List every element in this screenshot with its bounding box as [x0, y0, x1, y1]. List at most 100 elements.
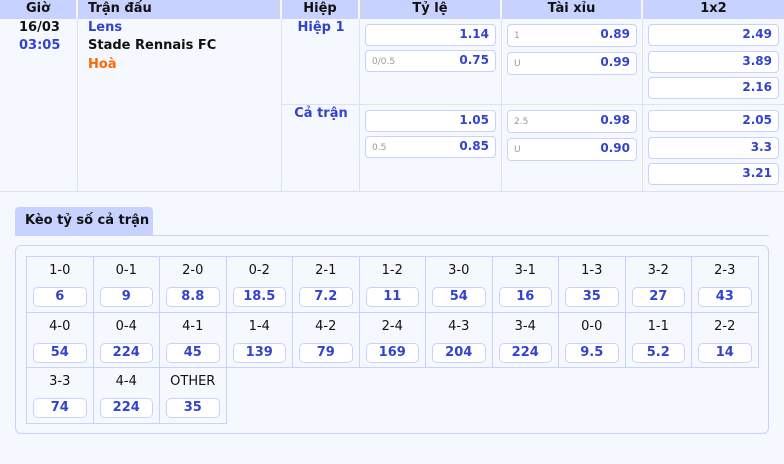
table-header: Giờ Trận đấu Hiệp Tỷ lệ Tài xỉu 1x2 — [0, 0, 784, 19]
score-label: 2-2 — [714, 318, 736, 334]
score-label: 4-3 — [448, 318, 470, 334]
score-cell: 3-1 16 — [492, 257, 559, 313]
over-under-odds-button[interactable]: 1 0.89 — [507, 24, 637, 47]
score-cell: 1-2 11 — [359, 257, 426, 313]
away-team[interactable]: Stade Rennais FC — [88, 38, 217, 53]
match-row: 16/03 03:05 Lens Stade Rennais FC Hoà Hi… — [0, 19, 784, 192]
score-odds-button[interactable]: 54 — [432, 287, 486, 307]
score-cell: 1-1 5.2 — [625, 312, 692, 368]
handicap-odds: 1.14 — [459, 27, 489, 41]
score-label: 3-2 — [647, 263, 669, 278]
period-label: Cả trận — [294, 106, 348, 121]
score-cell: 0-4 224 — [93, 312, 160, 368]
over-under-line: U — [514, 59, 521, 69]
score-cell: 2-1 7.2 — [293, 257, 360, 313]
score-label: 2-3 — [714, 263, 736, 278]
score-odds-button[interactable]: 6 — [33, 287, 87, 307]
handicap-odds-button[interactable]: 1.14 — [365, 24, 496, 46]
correct-score-grid: 1-0 6 0-1 9 2-0 8.8 0-2 18.5 2-1 7.2 1-2 11 3-0 54 3-1… — [26, 256, 759, 424]
score-cell: 3-3 74 — [27, 368, 94, 424]
score-odds-button[interactable]: 9.5 — [565, 342, 619, 363]
over-under-odds-button[interactable]: U 0.90 — [507, 138, 637, 161]
score-cell: 2-2 14 — [692, 312, 759, 368]
score-odds-button[interactable]: 224 — [99, 398, 153, 418]
score-odds-button[interactable]: 79 — [299, 342, 353, 363]
handicap-odds-button[interactable]: 0.5 0.85 — [365, 136, 496, 158]
score-cell: 4-0 54 — [27, 312, 94, 368]
score-cell: 4-4 224 — [93, 368, 160, 424]
handicap-odds: 0.85 — [459, 139, 489, 153]
match-date: 16/03 — [19, 20, 60, 35]
score-label: 0-2 — [248, 263, 270, 278]
score-label: 2-1 — [315, 263, 337, 278]
score-label: 0-0 — [581, 318, 603, 334]
score-odds-button[interactable]: 204 — [432, 342, 486, 363]
score-odds-button[interactable]: 35 — [565, 287, 619, 307]
handicap-odds: 1.05 — [459, 113, 489, 127]
score-odds-button[interactable]: 139 — [232, 342, 286, 363]
score-cell: 0-1 9 — [93, 257, 160, 313]
score-cell: OTHER 35 — [160, 368, 227, 424]
over-under-odds: 0.90 — [600, 141, 630, 155]
score-label: 2-0 — [182, 263, 204, 278]
score-label: 1-1 — [647, 318, 669, 334]
header-handicap: Tỷ lệ — [360, 0, 502, 19]
score-cell: 0-0 9.5 — [559, 312, 626, 368]
score-odds-button[interactable]: 35 — [166, 398, 220, 418]
score-cell: 1-0 6 — [27, 257, 94, 313]
score-odds-button[interactable]: 43 — [698, 287, 752, 307]
home-team[interactable]: Lens — [88, 20, 123, 35]
score-odds-button[interactable]: 74 — [33, 398, 87, 418]
tab-correct-score[interactable]: Kèo tỷ số cả trận — [15, 207, 153, 236]
score-odds-button[interactable]: 9 — [99, 287, 153, 307]
score-cell: 4-3 204 — [426, 312, 493, 368]
score-label: 1-3 — [581, 263, 603, 278]
score-odds-button[interactable]: 16 — [498, 287, 552, 307]
score-label: 1-2 — [381, 263, 403, 278]
score-label: 3-1 — [514, 263, 536, 278]
score-label: 4-4 — [115, 374, 137, 389]
score-odds-button[interactable]: 14 — [698, 342, 752, 363]
score-cell: 2-4 169 — [359, 312, 426, 368]
header-time: Giờ — [0, 0, 78, 19]
handicap-odds-button[interactable]: 1.05 — [365, 110, 496, 132]
score-odds-button[interactable]: 169 — [365, 342, 419, 363]
score-odds-button[interactable]: 8.8 — [166, 287, 220, 307]
handicap-line: 0/0.5 — [372, 57, 396, 67]
header-match: Trận đấu — [78, 0, 282, 19]
score-odds-button[interactable]: 45 — [166, 342, 220, 363]
score-cell: 3-4 224 — [492, 312, 559, 368]
header-over-under: Tài xỉu — [502, 0, 643, 19]
score-label: 1-0 — [49, 263, 71, 278]
score-odds-button[interactable]: 18.5 — [232, 287, 286, 307]
over-under-odds-button[interactable]: U 0.99 — [507, 52, 637, 75]
1x2-odds-button[interactable]: 2.16 — [648, 77, 779, 99]
score-cell: 0-2 18.5 — [226, 257, 293, 313]
over-under-odds-button[interactable]: 2.5 0.98 — [507, 110, 637, 133]
over-under-odds: 0.99 — [600, 55, 630, 69]
1x2-odds-button[interactable]: 3.89 — [648, 50, 779, 73]
score-cell: 3-0 54 — [426, 257, 493, 313]
score-odds-button[interactable]: 224 — [498, 342, 552, 363]
1x2-odds-button[interactable]: 2.05 — [648, 110, 779, 132]
score-odds-button[interactable]: 27 — [631, 287, 685, 307]
score-label: 3-4 — [514, 318, 536, 334]
handicap-odds-button[interactable]: 0/0.5 0.75 — [365, 50, 496, 72]
score-odds-button[interactable]: 5.2 — [631, 342, 685, 363]
score-label: 0-1 — [115, 263, 137, 278]
score-cell: 2-3 43 — [692, 257, 759, 313]
1x2-odds-button[interactable]: 3.21 — [648, 163, 779, 185]
1x2-odds-button[interactable]: 2.49 — [648, 24, 779, 46]
over-under-odds: 0.89 — [600, 27, 630, 41]
score-odds-button[interactable]: 54 — [33, 342, 87, 363]
score-odds-button[interactable]: 7.2 — [299, 287, 353, 307]
score-odds-button[interactable]: 224 — [99, 342, 153, 363]
score-label: 2-4 — [381, 318, 403, 334]
handicap-line: 0.5 — [372, 143, 387, 153]
over-under-line: U — [514, 145, 521, 155]
score-cell: 1-4 139 — [226, 312, 293, 368]
score-label: 4-2 — [315, 318, 337, 334]
score-label: 4-0 — [49, 318, 71, 334]
1x2-odds-button[interactable]: 3.3 — [648, 136, 779, 159]
score-odds-button[interactable]: 11 — [365, 287, 419, 307]
